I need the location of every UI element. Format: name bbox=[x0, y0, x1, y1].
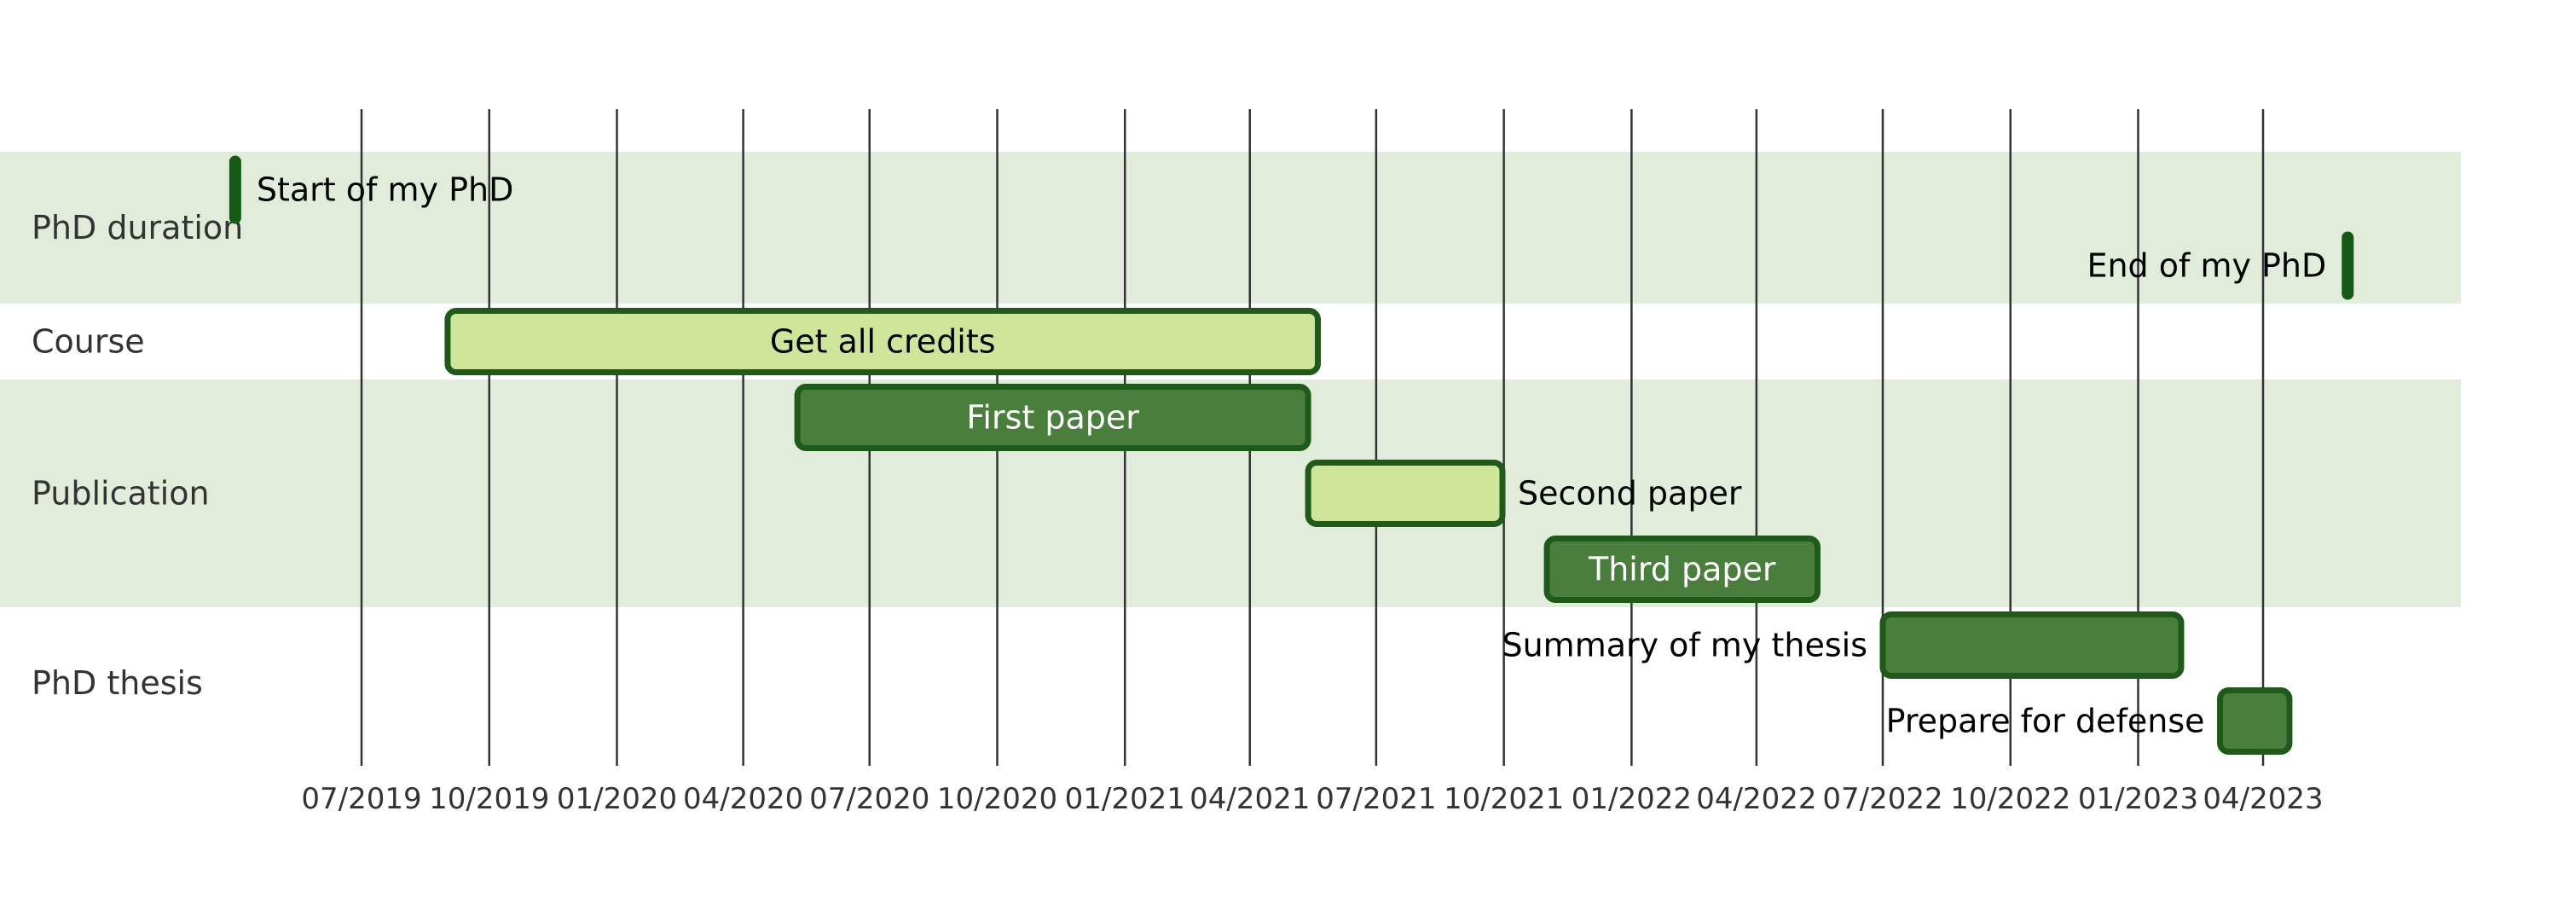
x-tick-label: 01/2023 bbox=[2078, 782, 2198, 816]
task-bar bbox=[1879, 611, 2185, 679]
x-tick-label: 10/2021 bbox=[1444, 782, 1564, 816]
x-tick-label: 10/2019 bbox=[429, 782, 549, 816]
task-end-of-my-phd: End of my PhD bbox=[2087, 231, 2354, 300]
x-tick-label: 01/2020 bbox=[557, 782, 677, 816]
task-prepare-for-defense: Prepare for defense bbox=[1886, 687, 2293, 755]
task-bars: Start of my PhD End of my PhD Get all cred… bbox=[229, 155, 2354, 755]
task-label: Get all credits bbox=[770, 323, 996, 361]
x-tick-label: 07/2022 bbox=[1822, 782, 1942, 816]
section-title-phd-duration: PhD duration bbox=[32, 209, 243, 246]
x-tick-label: 10/2022 bbox=[1950, 782, 2070, 816]
x-tick-label: 04/2022 bbox=[1696, 782, 1816, 816]
task-summary-of-my-thesis: Summary of my thesis bbox=[1502, 611, 2185, 679]
task-bar bbox=[2217, 687, 2293, 755]
section-title-phd-thesis: PhD thesis bbox=[32, 664, 203, 702]
task-bar bbox=[1305, 460, 1506, 527]
task-first-paper: First paper bbox=[794, 384, 1311, 451]
x-axis-ticks: 07/2019 10/2019 01/2020 04/2020 07/2020 10/20… bbox=[301, 782, 2323, 816]
task-label: Second paper bbox=[1518, 475, 1742, 513]
task-bar bbox=[444, 308, 1322, 375]
section-title-course: Course bbox=[32, 323, 145, 361]
section-backgrounds bbox=[0, 152, 2461, 607]
milestone-marker bbox=[229, 155, 241, 224]
milestone-marker bbox=[2342, 231, 2354, 300]
x-tick-label: 01/2021 bbox=[1065, 782, 1185, 816]
task-bar bbox=[1543, 536, 1821, 603]
section-titles: PhD duration Course Publication PhD thesis bbox=[32, 209, 243, 702]
section-band-phd-duration bbox=[0, 152, 2461, 304]
task-label: Third paper bbox=[1588, 551, 1776, 588]
task-get-all-credits: Get all credits bbox=[444, 308, 1322, 375]
task-start-of-my-phd: Start of my PhD bbox=[229, 155, 513, 224]
x-tick-label: 04/2020 bbox=[683, 782, 803, 816]
x-tick-label: 07/2021 bbox=[1316, 782, 1436, 816]
task-label: Summary of my thesis bbox=[1502, 627, 1867, 664]
x-tick-label: 01/2022 bbox=[1572, 782, 1692, 816]
task-bar bbox=[794, 384, 1311, 451]
x-tick-label: 07/2019 bbox=[301, 782, 421, 816]
section-title-publication: Publication bbox=[32, 475, 210, 513]
task-third-paper: Third paper bbox=[1543, 536, 1821, 603]
x-tick-label: 10/2020 bbox=[937, 782, 1057, 816]
task-label: End of my PhD bbox=[2087, 247, 2326, 285]
x-tick-label: 04/2023 bbox=[2203, 782, 2323, 816]
task-label: Prepare for defense bbox=[1886, 703, 2205, 740]
x-tick-label: 04/2021 bbox=[1190, 782, 1310, 816]
task-second-paper: Second paper bbox=[1305, 460, 1742, 527]
task-label: First paper bbox=[966, 399, 1139, 437]
x-tick-label: 07/2020 bbox=[809, 782, 929, 816]
task-label: Start of my PhD bbox=[257, 171, 513, 209]
